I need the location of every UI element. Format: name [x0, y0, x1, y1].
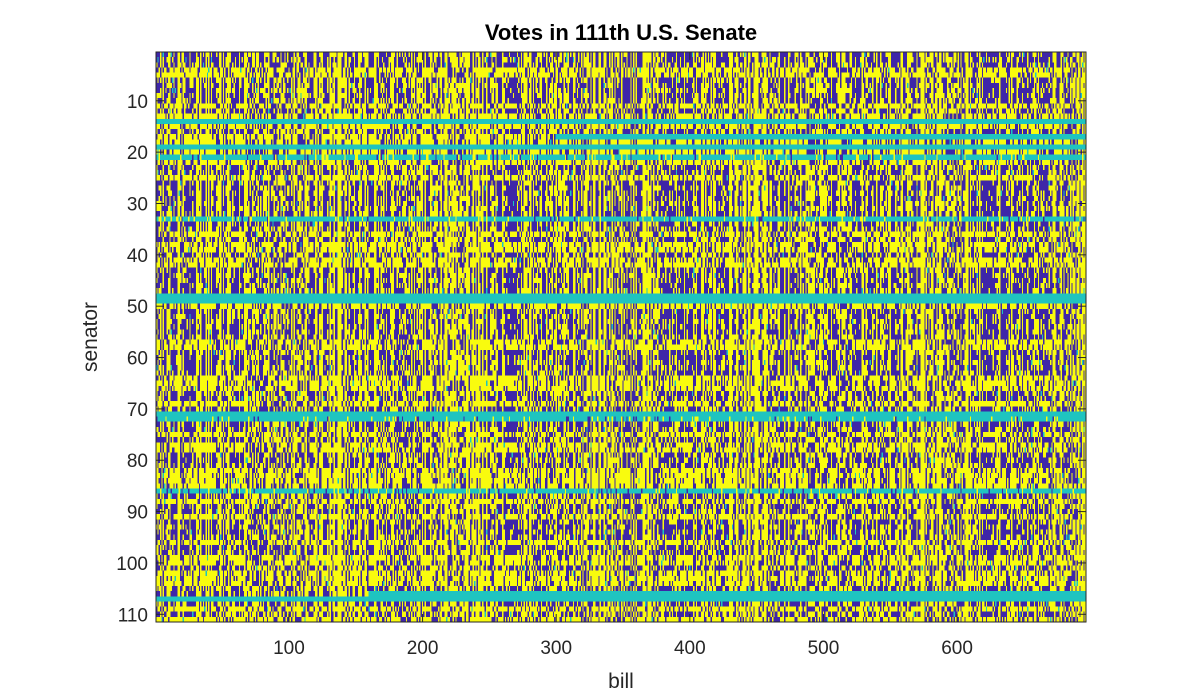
- x-axis-label: bill: [608, 670, 634, 693]
- x-axis-ticks: 100 200 300 400 500 600: [273, 52, 973, 659]
- y-tick-label: 80: [127, 451, 148, 472]
- x-tick-label: 300: [540, 638, 572, 659]
- y-tick-label: 110: [118, 605, 148, 626]
- y-tick-label: 70: [127, 400, 148, 421]
- y-tick-label: 50: [127, 297, 148, 318]
- vote-heatmap: [156, 52, 1086, 622]
- x-tick-label: 500: [808, 638, 840, 659]
- x-tick-label: 200: [407, 638, 439, 659]
- y-tick-label: 40: [127, 246, 148, 267]
- y-tick-label: 90: [127, 503, 148, 524]
- y-tick-label: 10: [127, 92, 148, 113]
- chart-title: Votes in 111th U.S. Senate: [485, 20, 757, 45]
- y-axis-label: senator: [79, 302, 102, 372]
- y-tick-label: 60: [127, 349, 148, 370]
- x-tick-label: 100: [273, 638, 305, 659]
- y-tick-label: 20: [127, 143, 148, 164]
- x-tick-label: 400: [674, 638, 706, 659]
- x-tick-label: 600: [941, 638, 973, 659]
- plot-frame: [155, 51, 1087, 623]
- y-tick-label: 30: [127, 194, 148, 215]
- y-tick-label: 100: [116, 554, 148, 575]
- y-axis-ticks: 10 20 30 40 50 60 70 80 90 100 110: [116, 92, 1086, 626]
